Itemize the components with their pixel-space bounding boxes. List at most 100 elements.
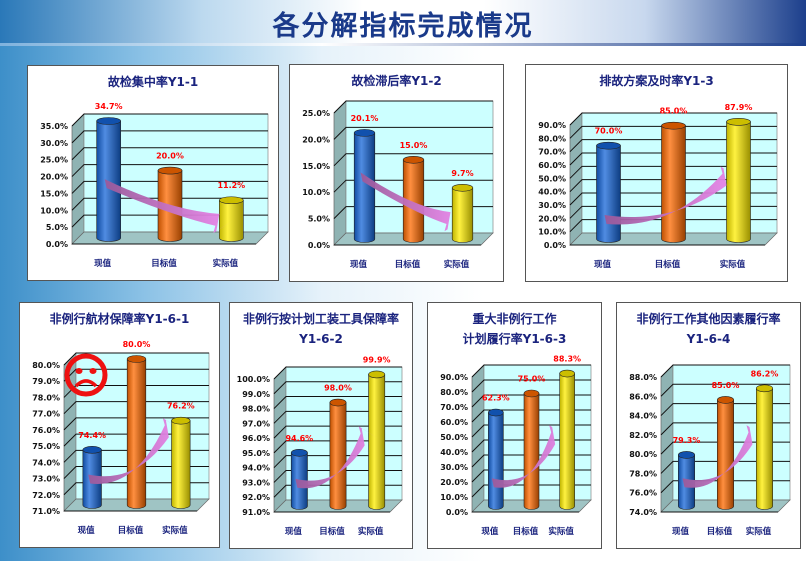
sad-face-eye: [75, 368, 83, 374]
y-tick-label: 98.0%: [242, 405, 270, 414]
gridline: [273, 455, 402, 469]
x-tick-label: 现值: [481, 526, 499, 537]
chart-title: 排故方案及时率Y1-3: [599, 74, 714, 88]
gridline: [273, 410, 402, 424]
gridline: [569, 125, 777, 139]
bar-top: [402, 156, 425, 164]
bar-top: [353, 129, 376, 137]
gridline: [273, 396, 402, 409]
bar-2: [451, 183, 474, 243]
side-wall: [71, 113, 85, 245]
gridline: [273, 469, 402, 483]
gridline: [569, 179, 777, 193]
bar-top: [171, 416, 191, 425]
data-label: 34.7%: [95, 102, 123, 111]
gridline: [569, 165, 777, 179]
side-wall: [471, 364, 485, 513]
x-tick-label: 实际值: [720, 259, 746, 270]
gridline: [273, 381, 402, 395]
trend-arrow-icon: [360, 172, 465, 232]
data-label: 85.0%: [660, 107, 688, 116]
bar-body: [451, 187, 474, 243]
y-tick-label: 70.0%: [440, 403, 468, 412]
y-tick-label: 82.0%: [629, 431, 657, 440]
y-tick-label: 76.0%: [32, 426, 60, 435]
gridline: [660, 480, 790, 494]
data-label: 70.0%: [595, 127, 623, 136]
gridline: [63, 417, 209, 431]
bar-0: [290, 449, 308, 510]
data-label: 79.3%: [673, 436, 701, 445]
chart-panel-y1-6-3: 重大非例行工作 计划履行率Y1-6-3 0.0% 10.0% 20.0% 30.0% 40…: [427, 302, 602, 549]
gridline: [333, 126, 493, 140]
y-tick-label: 20.0%: [302, 135, 330, 144]
chart-panel-y1-6-2: 非例行按计划工装工具保障率 Y1-6-2 91.0% 92.0% 93.0% 94.0%…: [229, 302, 413, 549]
page-title: 各分解指标完成情况: [272, 11, 534, 42]
side-wall: [273, 366, 287, 513]
y-tick-label: 80.0%: [538, 134, 566, 143]
chart-title: 非例行工作其他因素履行率 Y1-6-4: [636, 312, 781, 346]
bar-0: [353, 129, 376, 243]
gridline: [569, 112, 777, 126]
bar-body: [726, 121, 751, 243]
y-tick-label: 20.0%: [440, 478, 468, 487]
data-label: 76.2%: [167, 402, 195, 411]
y-tick-label: 10.0%: [440, 493, 468, 502]
x-tick-label: 实际值: [213, 258, 239, 269]
y-tick-label: 73.0%: [32, 475, 60, 484]
sad-face-eye: [89, 368, 97, 374]
data-label: 85.0%: [712, 381, 740, 390]
bar-2: [171, 416, 191, 509]
trend-arrow-icon: [295, 426, 379, 489]
bar-2: [559, 369, 575, 510]
chart-panel-y1-1: 故检集中率Y1-1 0.0% 5.0% 10.0% 15.0% 20.0% 25.0% 30.…: [27, 65, 279, 281]
y-tick-label: 80.0%: [440, 388, 468, 397]
y-tick-label: 80.0%: [629, 450, 657, 459]
x-tick-label: 目标值: [319, 526, 345, 537]
bar-top: [451, 183, 474, 192]
trend-arrow-icon: [604, 166, 741, 225]
bar-body: [488, 412, 504, 510]
gridline: [333, 179, 493, 193]
bar-top: [726, 117, 751, 126]
y-tick-label: 15.0%: [302, 162, 330, 171]
bar-body: [661, 125, 686, 243]
bar-top: [678, 451, 695, 459]
y-tick-label: 95.0%: [242, 449, 270, 458]
chart-svg: 74.0% 76.0% 78.0% 80.0% 82.0% 84.0% 86.0% 88.0%…: [629, 364, 791, 537]
bar-body: [756, 388, 773, 510]
chart-title: 非例行航材保障率Y1-6-1: [49, 312, 190, 326]
bar-body: [596, 145, 621, 243]
data-label: 74.4%: [78, 431, 106, 440]
chart-title: 重大非例行工作 计划履行率Y1-6-3: [462, 312, 567, 346]
bar-1: [402, 156, 425, 243]
gridline: [471, 439, 591, 453]
y-tick-label: 84.0%: [629, 412, 657, 421]
gridline: [471, 379, 591, 393]
chart-title: 非例行按计划工装工具保障率 Y1-6-2: [242, 312, 399, 346]
chart-panel-y1-3: 排故方案及时率Y1-3 0.0% 10.0% 20.0% 30.0% 40.0% 50.0%…: [525, 64, 788, 282]
bar-top: [290, 449, 308, 457]
y-tick-label: 25.0%: [302, 109, 330, 118]
data-label: 80.0%: [123, 340, 151, 349]
data-label: 87.9%: [725, 103, 753, 112]
data-label: 20.1%: [351, 114, 379, 123]
y-tick-label: 92.0%: [242, 493, 270, 502]
y-tick-label: 15.0%: [40, 189, 68, 198]
gridline: [63, 466, 209, 479]
bar-2: [756, 384, 773, 510]
bar-top: [488, 408, 504, 417]
y-tick-label: 99.0%: [242, 390, 270, 399]
gridline: [660, 383, 790, 397]
bar-top: [368, 370, 386, 379]
bar-top: [559, 369, 575, 378]
bar-0: [96, 117, 121, 242]
bar-top: [157, 166, 183, 175]
bar-top: [126, 355, 147, 363]
chart-title: 故检集中率Y1-1: [107, 75, 199, 89]
chart-panel-y1-6-4: 非例行工作其他因素履行率 Y1-6-4 74.0% 76.0% 78.0% 80.0% 8…: [616, 302, 801, 549]
bar-top: [596, 141, 621, 150]
y-tick-label: 86.0%: [629, 392, 657, 401]
bar-body: [329, 402, 347, 510]
chart-svg: 0.0% 10.0% 20.0% 30.0% 40.0% 50.0% 60.0% 70.0% 8…: [538, 103, 778, 270]
